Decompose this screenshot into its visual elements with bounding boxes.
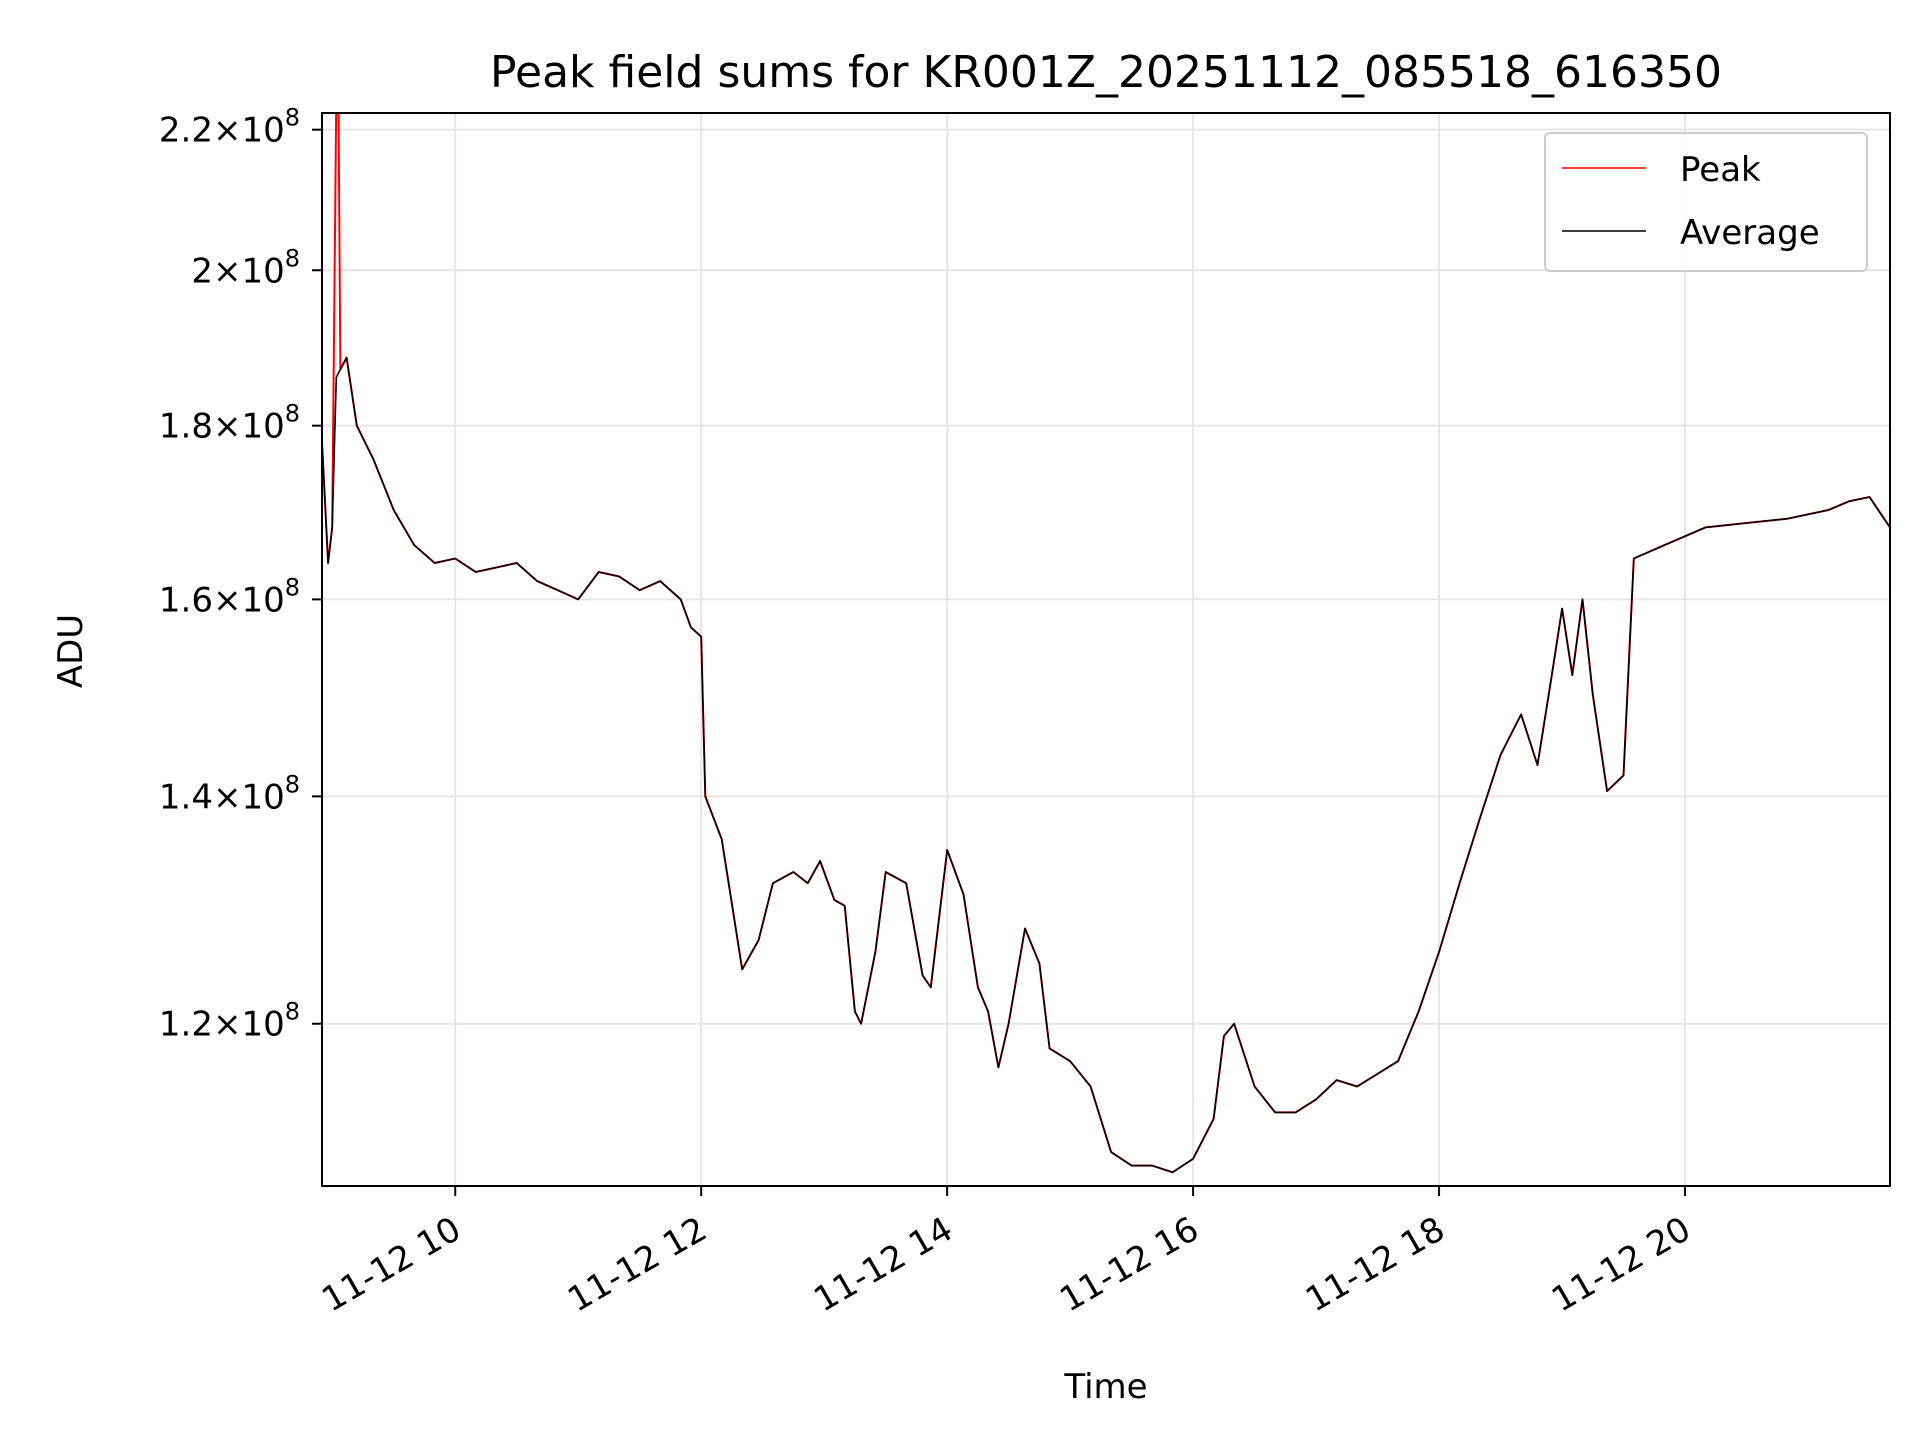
y-tick-times: ×10 bbox=[213, 111, 285, 151]
y-tick-label: 2×108 bbox=[191, 244, 300, 291]
chart-title: Peak field sums for KR001Z_20251112_0855… bbox=[490, 47, 1722, 98]
legend: Peak Average bbox=[1544, 132, 1868, 272]
y-tick-label: 1.6×108 bbox=[159, 573, 300, 620]
y-tick-exponent: 8 bbox=[285, 573, 300, 601]
y-tick-times: ×10 bbox=[213, 580, 285, 620]
y-tick-label: 2.2×108 bbox=[159, 104, 300, 151]
y-tick-times: ×10 bbox=[213, 251, 285, 291]
y-tick-exponent: 8 bbox=[285, 244, 300, 272]
data-series bbox=[322, 113, 1890, 1174]
legend-label-average: Average bbox=[1680, 213, 1820, 253]
x-axis-label: Time bbox=[1063, 1367, 1147, 1407]
y-tick-exponent: 8 bbox=[285, 998, 300, 1026]
y-tick-mantissa: 1.8 bbox=[159, 407, 213, 447]
y-tick-label: 1.8×108 bbox=[159, 400, 300, 447]
y-tick-exponent: 8 bbox=[285, 104, 300, 132]
y-tick-exponent: 8 bbox=[285, 770, 300, 798]
y-tick-mantissa: 1.6 bbox=[159, 580, 213, 620]
y-tick-mantissa: 1.4 bbox=[159, 777, 213, 817]
y-tick-mantissa: 1.2 bbox=[159, 1005, 213, 1045]
y-tick-label: 1.4×108 bbox=[159, 770, 300, 817]
y-axis-label: ADU bbox=[51, 614, 91, 688]
series-line-average bbox=[322, 356, 1890, 1174]
y-tick-times: ×10 bbox=[213, 1005, 285, 1045]
y-tick-label: 1.2×108 bbox=[159, 998, 300, 1045]
y-tick-exponent: 8 bbox=[285, 400, 300, 428]
legend-label-peak: Peak bbox=[1680, 150, 1761, 190]
y-tick-mantissa: 2.2 bbox=[159, 111, 213, 151]
y-tick-mantissa: 2 bbox=[191, 251, 213, 291]
y-tick-times: ×10 bbox=[213, 407, 285, 447]
y-tick-times: ×10 bbox=[213, 777, 285, 817]
plot-frame bbox=[321, 112, 1891, 1187]
